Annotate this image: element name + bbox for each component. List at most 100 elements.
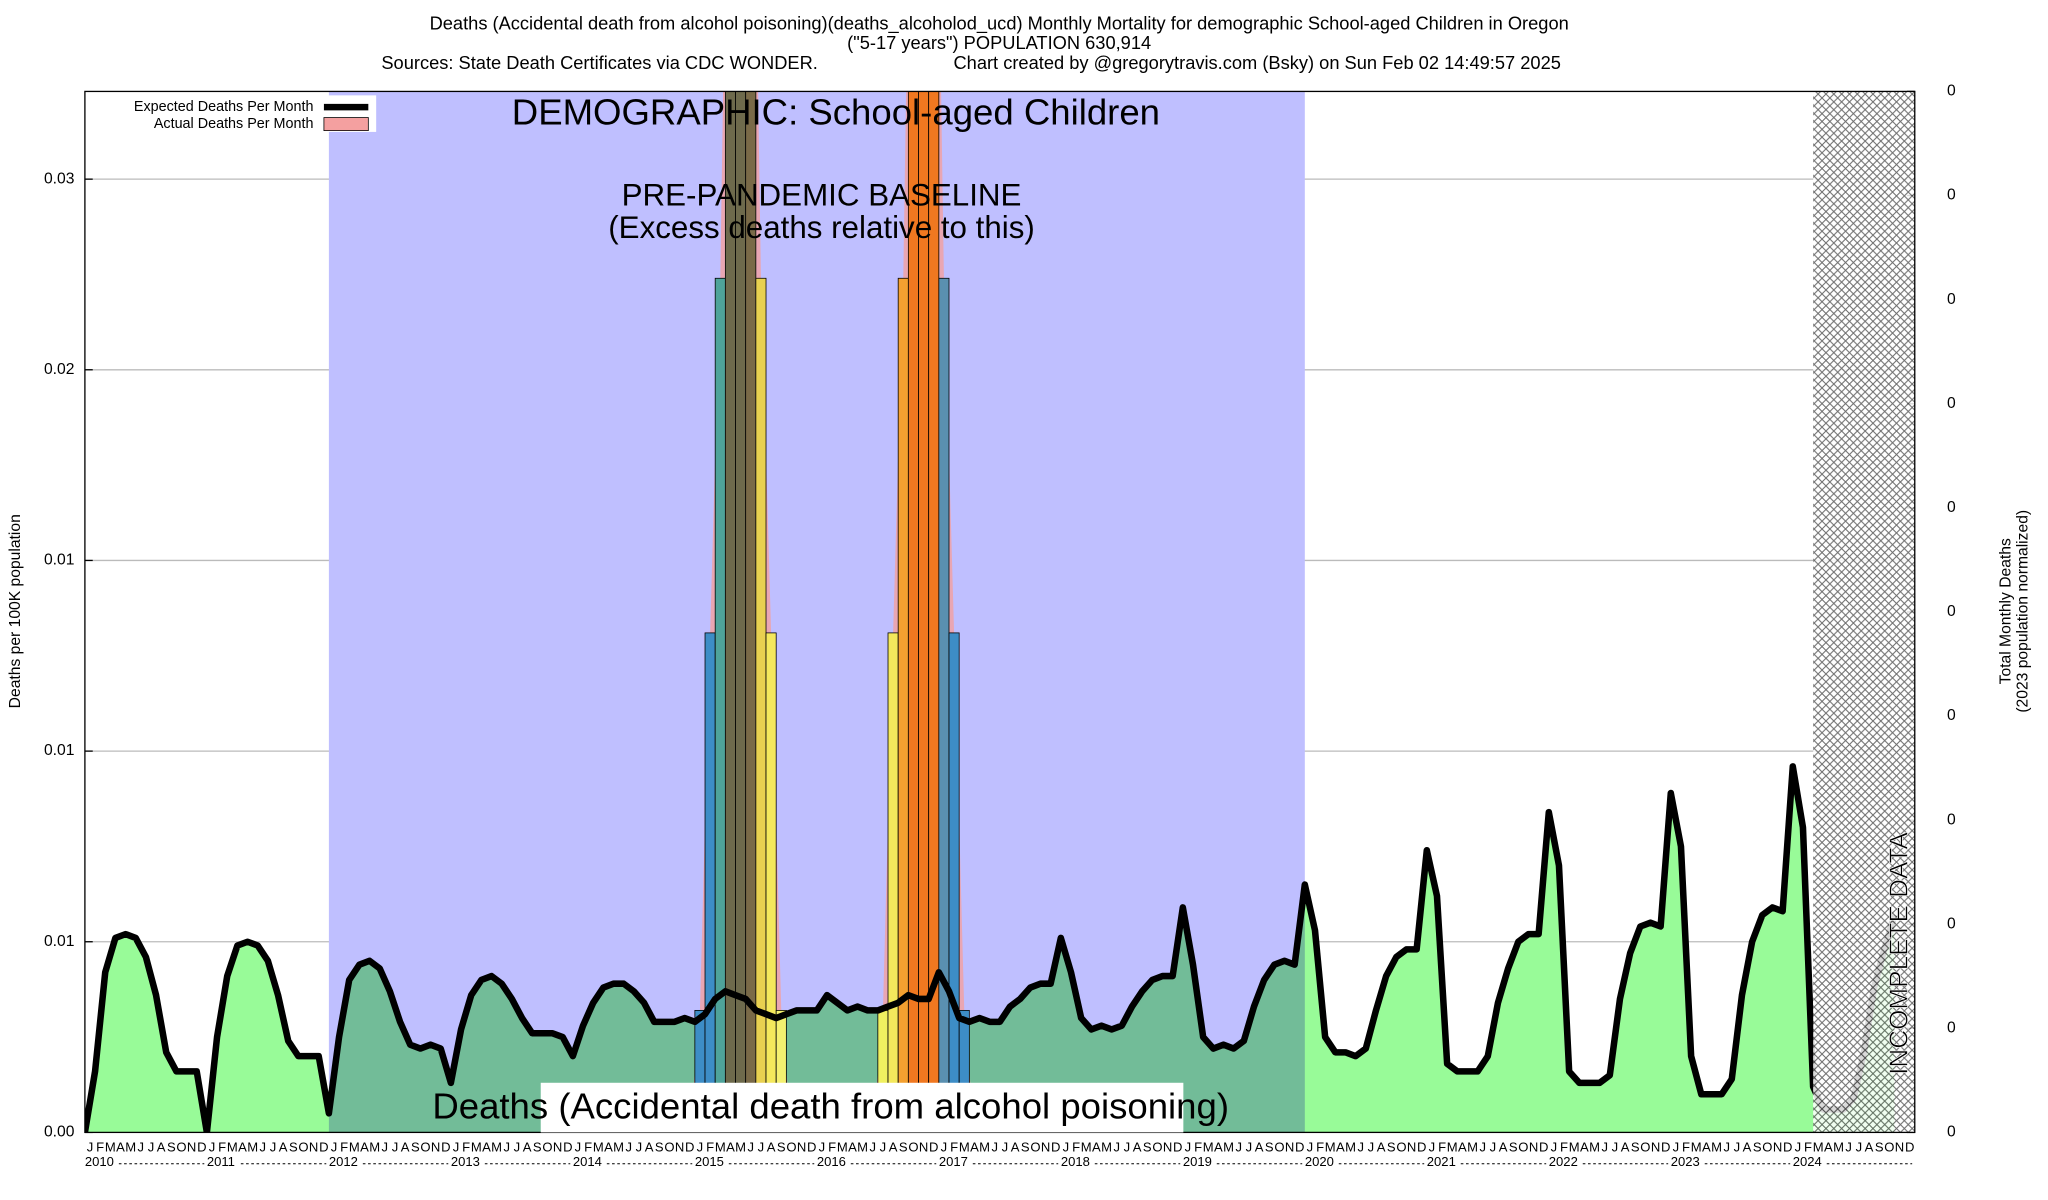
x-year-label: 2018 bbox=[1061, 1154, 1090, 1169]
expected-line bbox=[84, 763, 1898, 1133]
x-tick-label: J bbox=[504, 1140, 511, 1155]
x-tick-label: M bbox=[125, 1140, 136, 1155]
incomplete-label: INCOMPLETE DATA bbox=[1883, 832, 1913, 1075]
x-tick-label: N bbox=[1285, 1140, 1294, 1155]
x-tick-label: F bbox=[1560, 1140, 1568, 1155]
x-tick-label: O bbox=[298, 1140, 308, 1155]
series-layer bbox=[84, 91, 1915, 1133]
baseline-region bbox=[328, 91, 1305, 1133]
x-tick-label: A bbox=[1865, 1140, 1874, 1155]
x-tick-label: D bbox=[1783, 1140, 1792, 1155]
x-tick-label: J bbox=[1601, 1140, 1608, 1155]
x-tick-label: N bbox=[1773, 1140, 1782, 1155]
x-tick-label: A bbox=[1499, 1140, 1508, 1155]
x-tick-label: J bbox=[1795, 1140, 1802, 1155]
x-tick-label: J bbox=[1490, 1140, 1497, 1155]
y-tick-label: 0.00 bbox=[44, 1124, 75, 1141]
x-tick-label: F bbox=[706, 1140, 714, 1155]
x-tick-label: A bbox=[238, 1140, 247, 1155]
actual-bar bbox=[907, 91, 919, 1133]
x-tick-label: M bbox=[471, 1140, 482, 1155]
x-tick-label: M bbox=[979, 1140, 990, 1155]
x-tick-label: J bbox=[1124, 1140, 1131, 1155]
y2-tick-label: 0 bbox=[1947, 1019, 1956, 1036]
x-tick-label: J bbox=[1002, 1140, 1009, 1155]
x-tick-label: O bbox=[1640, 1140, 1650, 1155]
y2-tick-label: 0 bbox=[1947, 499, 1956, 516]
x-tick-label: N bbox=[1041, 1140, 1050, 1155]
x-tick-label: A bbox=[482, 1140, 491, 1155]
x-tick-label: A bbox=[970, 1140, 979, 1155]
x-tick-label: M bbox=[1833, 1140, 1844, 1155]
x-tick-label: J bbox=[941, 1140, 948, 1155]
x-tick-label: M bbox=[735, 1140, 746, 1155]
x-tick-label: M bbox=[247, 1140, 258, 1155]
actual-bar bbox=[714, 277, 726, 1133]
x-tick-label: A bbox=[726, 1140, 735, 1155]
x-tick-label: F bbox=[1194, 1140, 1202, 1155]
x-tick-label: F bbox=[1804, 1140, 1812, 1155]
x-tick-label: M bbox=[1711, 1140, 1722, 1155]
x-tick-label: J bbox=[270, 1140, 277, 1155]
x-tick-label: J bbox=[748, 1140, 755, 1155]
x-tick-label: J bbox=[1734, 1140, 1741, 1155]
x-tick-label: A bbox=[645, 1140, 654, 1155]
x-tick-label: O bbox=[1884, 1140, 1894, 1155]
actual-bar bbox=[918, 91, 930, 1133]
x-tick-label: N bbox=[1529, 1140, 1538, 1155]
x-tick-label: M bbox=[1325, 1140, 1336, 1155]
x-tick-label: M bbox=[1203, 1140, 1214, 1155]
x-tick-label: J bbox=[869, 1140, 876, 1155]
y2-axis-label: (2023 population normalized) bbox=[2014, 510, 2031, 713]
x-tick-label: M bbox=[613, 1140, 624, 1155]
x-tick-label: N bbox=[431, 1140, 440, 1155]
x-tick-label: D bbox=[319, 1140, 328, 1155]
x-tick-label: J bbox=[1368, 1140, 1375, 1155]
x-tick-label: O bbox=[1762, 1140, 1772, 1155]
x-tick-label: J bbox=[636, 1140, 643, 1155]
x-tick-label: N bbox=[797, 1140, 806, 1155]
x-tick-label: D bbox=[685, 1140, 694, 1155]
x-tick-label: J bbox=[880, 1140, 887, 1155]
y2-tick-label: 0 bbox=[1947, 187, 1956, 204]
y-tick-label: 0.02 bbox=[44, 361, 74, 378]
x-tick-label: M bbox=[369, 1140, 380, 1155]
x-tick-label: A bbox=[1702, 1140, 1711, 1155]
x-tick-label: S bbox=[655, 1140, 664, 1155]
x-tick-label: J bbox=[758, 1140, 765, 1155]
actual-bar bbox=[765, 632, 777, 1133]
actual-bar bbox=[948, 632, 960, 1133]
plot-frame bbox=[84, 90, 1916, 1134]
x-tick-label: J bbox=[626, 1140, 633, 1155]
x-tick-label: J bbox=[148, 1140, 155, 1155]
x-tick-label: M bbox=[227, 1140, 238, 1155]
x-tick-label: O bbox=[542, 1140, 552, 1155]
x-tick-label: S bbox=[899, 1140, 908, 1155]
x-tick-label: J bbox=[697, 1140, 704, 1155]
x-tick-label: J bbox=[1551, 1140, 1558, 1155]
x-tick-label: S bbox=[1875, 1140, 1884, 1155]
x-tick-label: O bbox=[1030, 1140, 1040, 1155]
x-tick-label: S bbox=[167, 1140, 176, 1155]
actual-bar bbox=[928, 91, 940, 1133]
baseline-note: (Excess deaths relative to this) bbox=[608, 210, 1035, 245]
y2-tick-label: 0 bbox=[1947, 395, 1956, 412]
x-tick-label: N bbox=[1163, 1140, 1172, 1155]
x-tick-label: A bbox=[889, 1140, 898, 1155]
y-tick-label: 0.01 bbox=[44, 552, 74, 569]
x-year-label: 2010 bbox=[85, 1154, 114, 1169]
x-tick-label: M bbox=[1081, 1140, 1092, 1155]
x-tick-label: S bbox=[1021, 1140, 1030, 1155]
x-tick-label: J bbox=[331, 1140, 338, 1155]
x-tick-label: F bbox=[1072, 1140, 1080, 1155]
x-year-label: 2016 bbox=[817, 1154, 846, 1169]
x-tick-label: D bbox=[441, 1140, 450, 1155]
x-tick-label: A bbox=[767, 1140, 776, 1155]
x-tick-label: O bbox=[420, 1140, 430, 1155]
x-year-label: 2021 bbox=[1427, 1154, 1456, 1169]
x-tick-label: A bbox=[1336, 1140, 1345, 1155]
x-tick-label: S bbox=[777, 1140, 786, 1155]
y-tick-label: 0.01 bbox=[44, 933, 74, 950]
